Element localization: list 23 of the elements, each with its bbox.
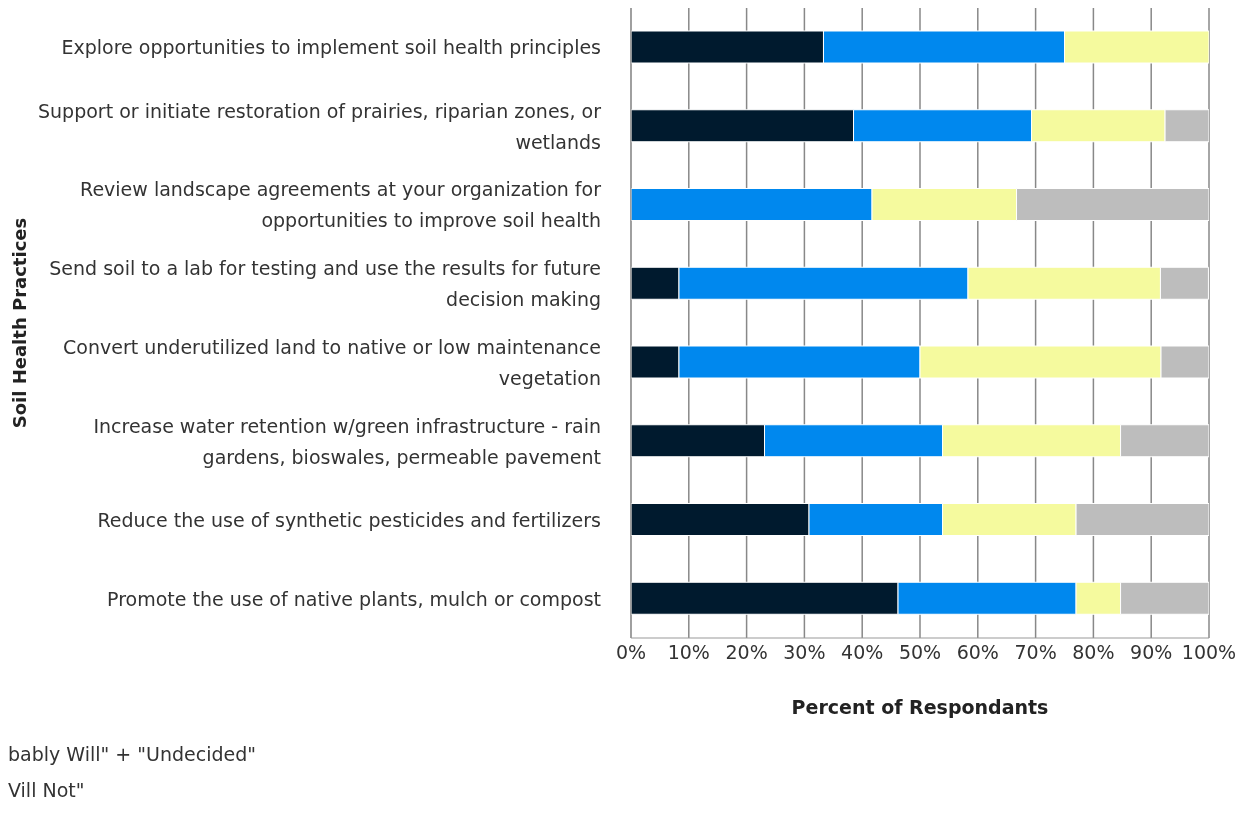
x-tick-label: 80% (1072, 641, 1115, 664)
y-tick-label: Send soil to a lab for testing and use the results for future decision making (49, 257, 601, 311)
x-tick-label: 90% (1130, 641, 1173, 664)
y-tick-label: Convert underutilized land to native or low maintenance vegetation (63, 335, 601, 389)
text: bably Will" + "Undecided" (8, 742, 257, 767)
y-tick-label: Support or initiate restoration of prairies, riparian zones, or wetlands (38, 99, 602, 153)
x-tick-label: 10% (667, 641, 710, 664)
y-tick-label: Explore opportunities to implement soil health principles (61, 36, 601, 59)
x-tick-label: 60% (956, 641, 999, 664)
text: Vill Not" (8, 778, 86, 803)
x-tick-label: 70% (1014, 641, 1057, 664)
x-tick-label: 0% (615, 641, 647, 664)
y-tick-label: Review landscape agreements at your organization for opportunities to improve soil health (80, 178, 602, 232)
x-axis-title: Percent of Respondants (791, 696, 1049, 718)
x-tick-label: 30% (783, 641, 826, 664)
x-tick-label: 50% (898, 641, 942, 664)
y-axis-title: Soil Health Practices (9, 217, 31, 429)
y-tick-label: Promote the use of native plants, mulch or compost (107, 587, 601, 610)
x-tick-label: 40% (841, 641, 884, 664)
y-tick-label: Increase water retention w/green infrastructure - rain gardens, bioswales, permeable pavement (93, 414, 601, 468)
y-tick-label: Reduce the use of synthetic pesticides and fertilizers (97, 508, 601, 531)
x-tick-label: 100% (1181, 641, 1237, 664)
x-tick-label: 20% (725, 641, 768, 664)
